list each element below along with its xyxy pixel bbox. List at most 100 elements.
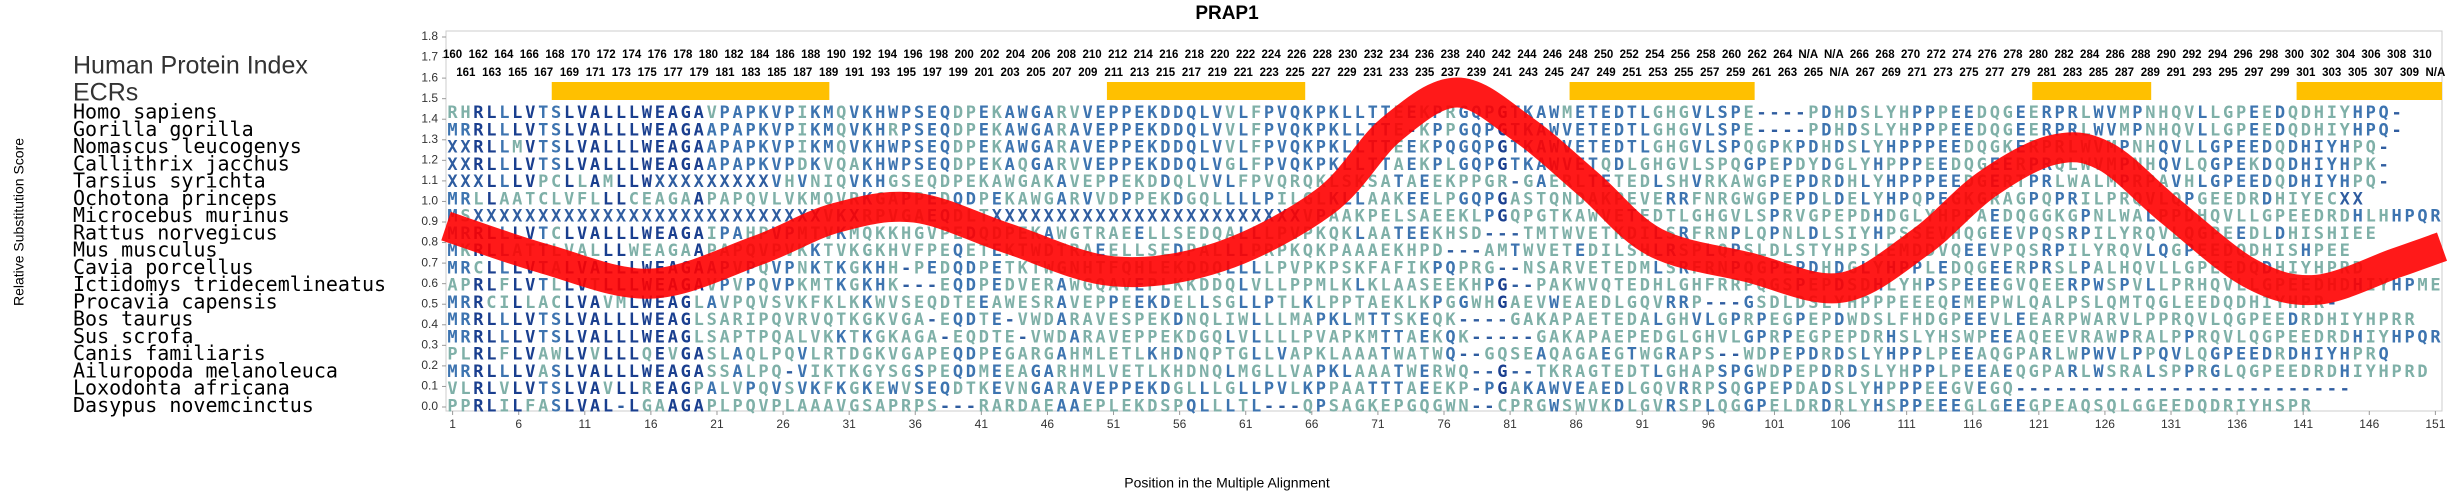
x-tick-label: 101 [1764, 417, 1784, 431]
x-axis-label: Position in the Multiple Alignment [1124, 475, 1330, 491]
position-label: 290 [2157, 49, 2176, 61]
position-label: 275 [1959, 67, 1979, 79]
x-tick-label: 96 [1702, 417, 1716, 431]
y-tick-label: 1.5 [421, 91, 438, 105]
position-label: 273 [1933, 67, 1952, 79]
y-tick-label: 0.7 [421, 255, 438, 269]
position-label: 221 [1234, 67, 1254, 79]
x-tick-label: 141 [2293, 417, 2313, 431]
position-label: 178 [673, 49, 693, 61]
position-label: 211 [1104, 67, 1123, 79]
position-label: 309 [2400, 67, 2419, 79]
position-label: 293 [2193, 67, 2212, 79]
position-label: 191 [845, 67, 865, 79]
x-tick-label: 11 [579, 417, 592, 431]
position-label: 299 [2270, 67, 2289, 79]
position-label: 169 [560, 67, 579, 79]
position-label: 206 [1031, 49, 1050, 61]
y-tick-label: 0.6 [421, 276, 438, 290]
ecr-label: ECRs [73, 79, 138, 107]
position-label: 266 [1850, 49, 1869, 61]
position-label: 298 [2259, 49, 2279, 61]
position-label: 228 [1313, 49, 1333, 61]
y-tick-label: 1.2 [421, 153, 438, 167]
position-label: 302 [2310, 49, 2329, 61]
position-label: 171 [586, 67, 606, 79]
species-name: Homo sapiens [73, 100, 218, 124]
position-label: 231 [1363, 67, 1383, 79]
position-label: 199 [949, 67, 968, 79]
position-label: 200 [955, 49, 974, 61]
position-label: 184 [750, 49, 770, 61]
y-tick-label: 1.0 [421, 194, 438, 208]
position-label: 306 [2361, 49, 2380, 61]
y-tick-label: 0.4 [421, 317, 438, 331]
ecr-bar [551, 82, 830, 100]
position-label: 257 [1700, 67, 1719, 79]
species-name: Callithrix jacchus [73, 151, 290, 175]
x-tick-label: 146 [2359, 417, 2379, 431]
species-name: Sus scrofa [73, 324, 193, 348]
position-label: 192 [852, 49, 871, 61]
position-label: 193 [871, 67, 890, 79]
position-label: N/A [1829, 67, 1849, 79]
species-name: Bos taurus [73, 307, 193, 331]
y-tick-label: 0.0 [421, 399, 438, 413]
position-label: 167 [534, 67, 553, 79]
position-label: 287 [2115, 67, 2134, 79]
species-name: Canis familiaris [73, 341, 266, 365]
position-label: 303 [2322, 67, 2341, 79]
position-label: 173 [612, 67, 631, 79]
position-label: 297 [2244, 67, 2263, 79]
position-label: 179 [689, 67, 708, 79]
x-tick-label: 31 [842, 417, 856, 431]
position-label: 268 [1875, 49, 1895, 61]
position-label: 300 [2285, 49, 2304, 61]
position-label: 172 [596, 49, 615, 61]
substitution-line [441, 77, 2448, 306]
x-tick-label: 121 [2029, 417, 2049, 431]
x-tick-label: 126 [2095, 417, 2115, 431]
species-name: Cavia porcellus [73, 255, 254, 279]
position-label: N/A [1798, 49, 1818, 61]
position-label: 246 [1543, 49, 1562, 61]
position-label: 277 [1985, 67, 2004, 79]
position-label: 271 [1907, 67, 1927, 79]
position-label: 162 [469, 49, 488, 61]
position-label: 280 [2029, 49, 2048, 61]
x-tick-label: 21 [710, 417, 724, 431]
x-tick-label: 51 [1107, 417, 1121, 431]
position-label: 212 [1108, 49, 1127, 61]
position-label: 225 [1286, 67, 1306, 79]
position-label: 217 [1182, 67, 1201, 79]
y-axis-label: Relative Substitution Score [11, 138, 27, 306]
position-label: 259 [1726, 67, 1745, 79]
position-label: 177 [664, 67, 683, 79]
position-label: 183 [741, 67, 760, 79]
position-label: 301 [2296, 67, 2316, 79]
chart-title: PRAP1 [1195, 3, 1259, 24]
position-label: 226 [1287, 49, 1306, 61]
position-label: 218 [1185, 49, 1205, 61]
x-tick-label: 1 [449, 417, 456, 431]
x-tick-label: 46 [1041, 417, 1055, 431]
position-label: N/A [1824, 49, 1844, 61]
position-label: 166 [520, 49, 539, 61]
y-tick-label: 1.6 [421, 70, 438, 84]
position-label: 164 [494, 49, 514, 61]
position-label: 286 [2106, 49, 2125, 61]
position-label: 182 [724, 49, 743, 61]
y-tick-label: 0.1 [421, 379, 438, 393]
position-label: 274 [1952, 49, 1972, 61]
position-label: 236 [1415, 49, 1434, 61]
ecr-bar [1569, 82, 1755, 100]
position-label: 188 [801, 49, 821, 61]
position-label: 254 [1645, 49, 1665, 61]
x-tick-label: 71 [1371, 417, 1385, 431]
x-tick-label: 136 [2227, 417, 2247, 431]
